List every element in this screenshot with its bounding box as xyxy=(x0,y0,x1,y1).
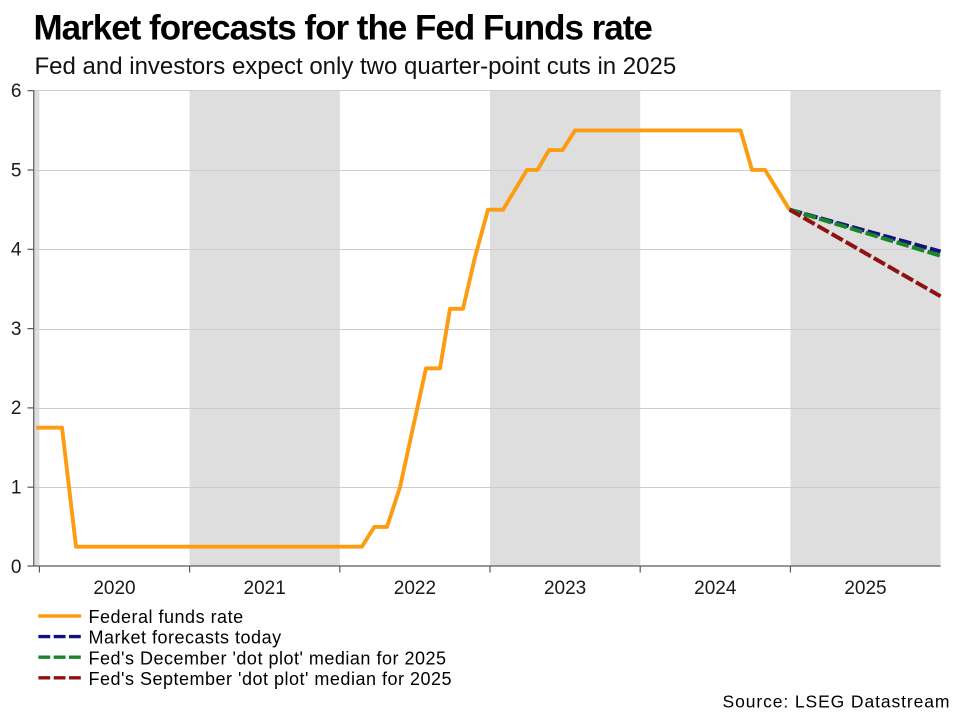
svg-text:6: 6 xyxy=(11,81,22,102)
svg-text:0: 0 xyxy=(11,557,22,578)
svg-text:2024: 2024 xyxy=(694,578,737,599)
svg-text:2022: 2022 xyxy=(394,578,436,599)
svg-text:5: 5 xyxy=(11,160,22,181)
svg-text:2020: 2020 xyxy=(93,578,135,599)
svg-text:4: 4 xyxy=(11,240,22,261)
svg-text:2025: 2025 xyxy=(844,578,886,599)
svg-text:Market forecasts today: Market forecasts today xyxy=(89,628,282,648)
svg-text:Federal funds rate: Federal funds rate xyxy=(89,607,244,627)
svg-text:Fed's December 'dot plot' medi: Fed's December 'dot plot' median for 202… xyxy=(89,648,447,668)
svg-text:3: 3 xyxy=(11,319,22,340)
svg-text:2023: 2023 xyxy=(544,578,586,599)
svg-text:2021: 2021 xyxy=(244,578,286,599)
svg-text:Fed and investors expect only: Fed and investors expect only two quarte… xyxy=(35,53,677,80)
svg-text:2: 2 xyxy=(11,398,22,419)
svg-text:Market forecasts for the Fed F: Market forecasts for the Fed Funds rate xyxy=(34,8,653,47)
svg-text:1: 1 xyxy=(11,478,22,499)
svg-text:Fed's September 'dot plot' med: Fed's September 'dot plot' median for 20… xyxy=(89,669,453,689)
svg-text:Source: LSEG Datastream: Source: LSEG Datastream xyxy=(723,692,951,712)
